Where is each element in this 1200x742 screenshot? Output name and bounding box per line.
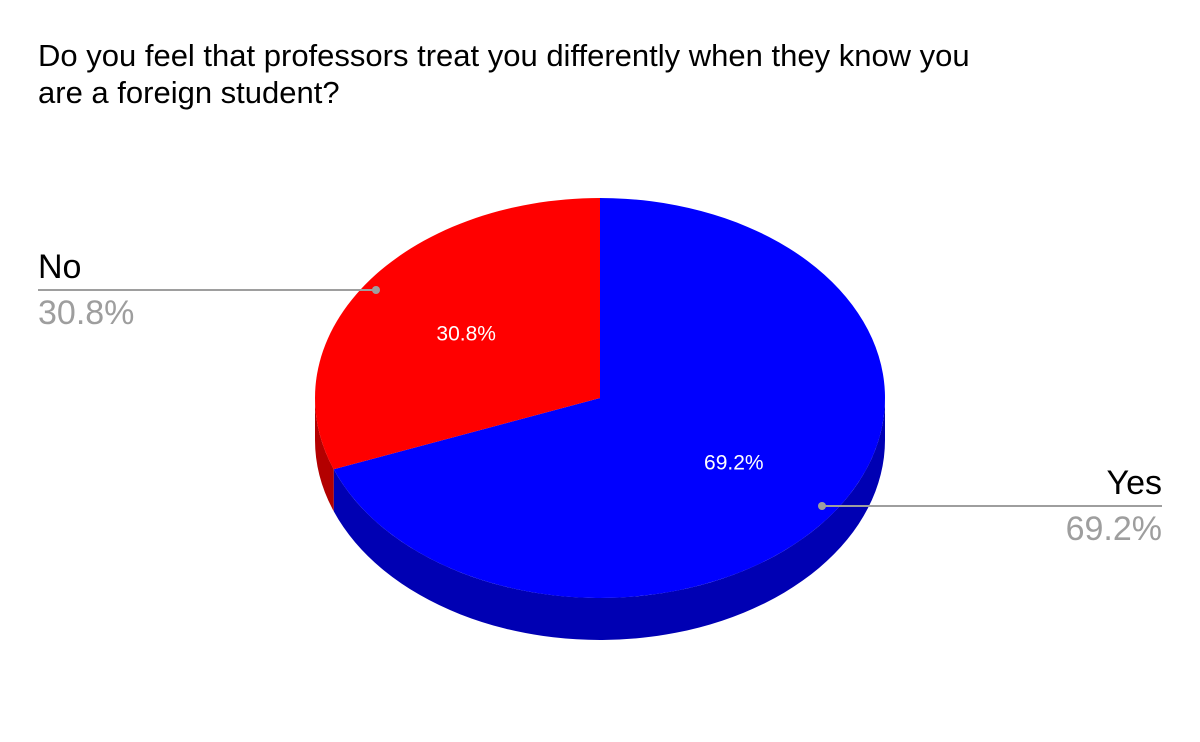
- legend-yes: Yes 69.2%: [818, 464, 1162, 548]
- slice-label-yes: 69.2%: [704, 452, 764, 475]
- leader-dot-yes: [818, 502, 826, 510]
- legend-label-yes: Yes: [1107, 464, 1162, 502]
- chart-title: Do you feel that professors treat you di…: [38, 38, 970, 110]
- pie-3d-body: [315, 198, 886, 640]
- chart-title-line-2: are a foreign student?: [38, 75, 340, 110]
- pie-side-yes: [333, 398, 886, 640]
- slice-labels: 69.2% 30.8%: [436, 322, 763, 474]
- pie-slice-yes[interactable]: [333, 198, 886, 598]
- pie-side-no: [315, 398, 334, 512]
- legend-value-yes: 69.2%: [1066, 510, 1162, 548]
- legend-value-no: 30.8%: [38, 294, 134, 332]
- slice-label-no: 30.8%: [436, 322, 496, 345]
- legend-no: No 30.8%: [38, 248, 380, 332]
- chart-title-line-1: Do you feel that professors treat you di…: [38, 38, 970, 73]
- pie-slice-no[interactable]: [315, 198, 600, 470]
- leader-dot-no: [372, 286, 380, 294]
- legend-label-no: No: [38, 248, 81, 286]
